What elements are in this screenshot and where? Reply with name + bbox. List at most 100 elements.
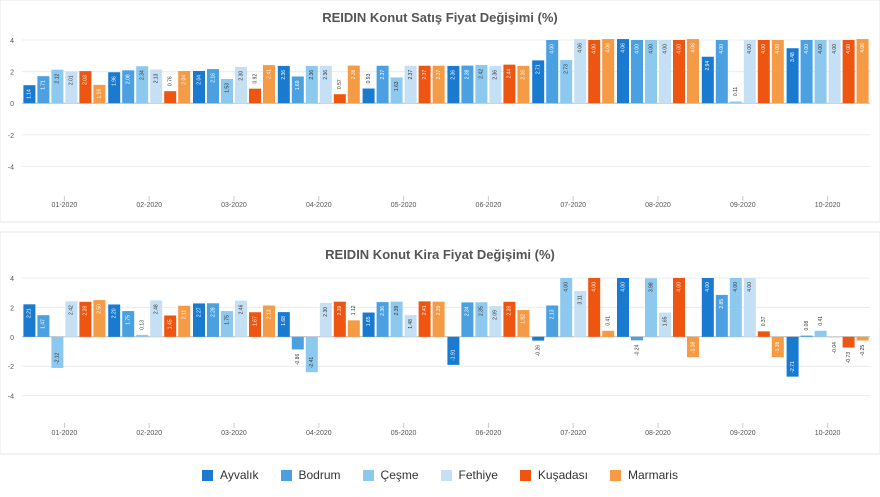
data-label: 4.00 — [747, 44, 753, 54]
bar-bodrum — [291, 76, 304, 104]
legend-item-marmaris[interactable]: Marmaris — [609, 468, 678, 482]
data-label: 2.37 — [380, 70, 386, 80]
legend-item-kuşadası[interactable]: Kuşadası — [519, 468, 588, 482]
bar-fethiye — [404, 315, 417, 337]
data-label: 0.93 — [366, 73, 372, 83]
legend-item-fethiye[interactable]: Fethiye — [440, 468, 498, 482]
data-label: 4.00 — [804, 44, 810, 54]
data-label: 2.37 — [408, 70, 414, 80]
bar-çeşme — [136, 66, 149, 104]
legend-item-ayvalık[interactable]: Ayvalık — [202, 468, 259, 482]
data-label: 2.36 — [493, 70, 499, 80]
bar-bodrum — [546, 40, 559, 104]
bar-bodrum — [122, 311, 135, 337]
bar-fethiye — [574, 39, 587, 104]
data-label: 2.39 — [436, 305, 442, 315]
data-label: 2.37 — [436, 70, 442, 80]
bar-çeşme — [221, 79, 233, 104]
bar-bodrum — [546, 305, 559, 337]
bar-marmaris — [432, 65, 445, 104]
data-label: 0.37 — [761, 316, 767, 326]
data-label: 1.71 — [41, 80, 47, 90]
data-label: 4.00 — [832, 44, 838, 54]
bar-marmaris — [856, 39, 869, 104]
data-label: 2.38 — [351, 69, 357, 79]
data-label: -0.73 — [846, 352, 852, 364]
bar-kuşadası — [757, 331, 770, 337]
bar-bodrum — [800, 335, 813, 337]
data-label: 2.01 — [69, 75, 75, 85]
data-label: 2.42 — [69, 305, 75, 315]
bar-bodrum — [461, 65, 474, 104]
bar-ayvalık — [532, 336, 545, 341]
bar-ayvalık — [193, 303, 205, 337]
bar-ayvalık — [617, 278, 629, 337]
data-label: 2.21 — [27, 308, 33, 318]
bar-kuşadası — [79, 71, 92, 104]
data-label: 2.30 — [323, 307, 329, 317]
x-tick-label: 04-2020 — [306, 202, 332, 209]
bar-çeşme — [645, 40, 657, 104]
chart-title: REIDIN Konut Kira Fiyat Değişimi (%) — [325, 247, 555, 262]
data-label: 2.09 — [493, 310, 499, 320]
bar-çeşme — [390, 301, 403, 337]
data-label: 4.00 — [564, 282, 570, 292]
bar-ayvalık — [786, 48, 799, 104]
bar-fethiye — [489, 65, 502, 104]
bar-çeşme — [51, 336, 64, 368]
data-label: 0.08 — [804, 321, 810, 331]
bar-marmaris — [602, 330, 615, 337]
bar-fethiye — [659, 40, 671, 104]
bar-ayvalık — [277, 312, 290, 337]
bar-ayvalık — [617, 39, 629, 104]
y-tick-label: 0 — [10, 335, 14, 342]
data-label: 2.08 — [126, 74, 132, 84]
data-label: 2.34 — [465, 306, 471, 316]
bar-kuşadası — [503, 64, 516, 104]
bar-marmaris — [602, 39, 615, 104]
data-label: 4.00 — [662, 44, 668, 54]
data-label: 2.38 — [83, 306, 89, 316]
data-label: 4.00 — [550, 44, 556, 54]
bar-marmaris — [771, 336, 784, 358]
bar-çeşme — [560, 60, 573, 104]
data-label: 0.57 — [337, 79, 343, 89]
data-label: 1.47 — [41, 319, 47, 329]
bar-kuşadası — [673, 278, 685, 337]
bar-ayvalık — [447, 336, 460, 365]
x-tick-label: 05-2020 — [391, 202, 417, 209]
bar-fethiye — [489, 306, 502, 337]
x-tick-label: 10-2020 — [815, 202, 841, 209]
x-tick-label: 09-2020 — [730, 202, 756, 209]
bar-marmaris — [687, 39, 699, 104]
x-tick-label: 09-2020 — [730, 430, 756, 437]
data-label: 2.39 — [337, 305, 343, 315]
data-label: 2.36 — [323, 70, 329, 80]
bar-fethiye — [659, 312, 671, 337]
data-label: 4.00 — [620, 282, 626, 292]
x-tick-label: 07-2020 — [560, 202, 586, 209]
bar-kuşadası — [842, 40, 855, 104]
data-label: 2.04 — [196, 75, 202, 85]
bar-marmaris — [178, 70, 191, 104]
bar-ayvalık — [532, 60, 545, 104]
data-label: 1.65 — [662, 316, 668, 326]
data-label: 2.48 — [154, 304, 160, 314]
data-label: 2.12 — [55, 73, 61, 83]
bar-ayvalık — [193, 70, 205, 104]
legend-swatch — [280, 469, 292, 481]
data-label: 1.14 — [27, 89, 33, 99]
bar-çeşme — [305, 65, 318, 104]
data-label: 2.39 — [394, 305, 400, 315]
y-tick-label: -2 — [8, 364, 14, 371]
data-label: 2.28 — [210, 307, 216, 317]
x-tick-label: 02-2020 — [136, 202, 162, 209]
bar-bodrum — [122, 70, 135, 104]
bar-kuşadası — [673, 40, 685, 104]
legend-item-bodrum[interactable]: Bodrum — [280, 468, 341, 482]
data-label: 2.03 — [83, 75, 89, 85]
legend-item-çeşme[interactable]: Çeşme — [362, 468, 419, 482]
legend-label: Bodrum — [298, 468, 341, 482]
chart-title: REIDIN Konut Satış Fiyat Değişimi (%) — [322, 10, 557, 25]
